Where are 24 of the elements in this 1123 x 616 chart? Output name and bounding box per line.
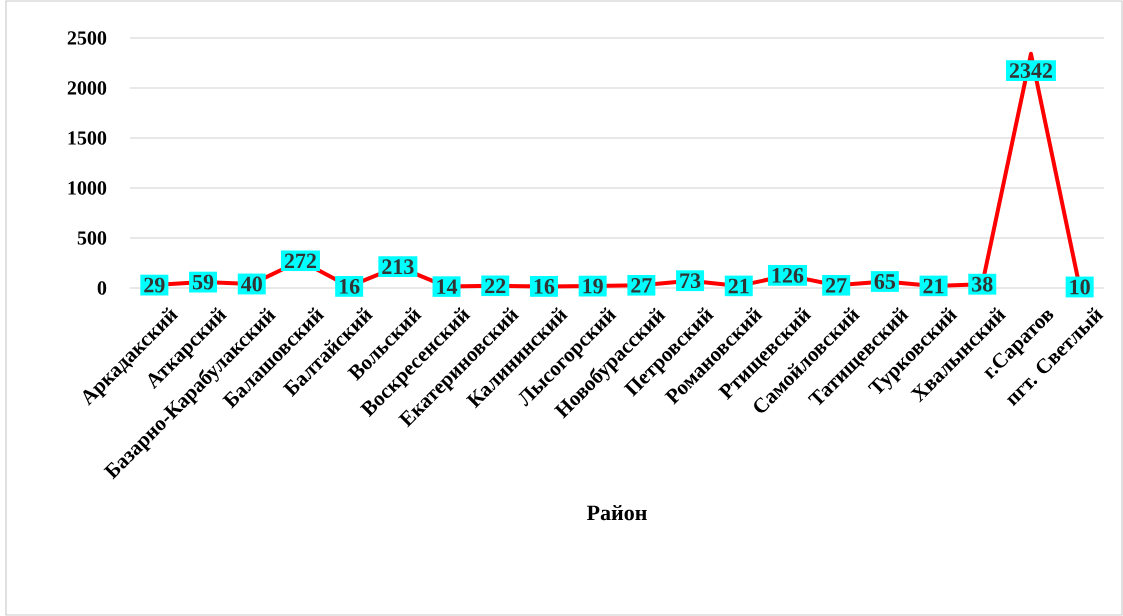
data-label: 38 [972,276,993,292]
y-tick-label: 1000 [68,181,107,195]
data-label: 27 [826,278,847,293]
data-label: 16 [534,279,555,294]
data-label: 2342 [1009,63,1052,78]
x-axis-title: Район [586,504,647,521]
data-label: 10 [1070,279,1090,295]
data-label: 22 [485,278,506,294]
y-tick-label: 2000 [67,81,107,95]
data-label: 21 [923,278,944,294]
data-label: 21 [728,278,749,294]
data-label: 29 [144,277,165,293]
data-label: 73 [680,273,701,289]
data-label: 19 [583,278,603,294]
y-tick-label: 500 [77,231,107,245]
data-label: 59 [192,274,214,290]
data-label: 14 [437,279,458,294]
y-tick-label: 0 [97,281,107,295]
y-tick-label: 2500 [67,31,107,45]
data-label: 16 [339,279,360,294]
data-label: 40 [241,276,262,292]
data-label: 27 [631,278,652,293]
data-label: 65 [874,274,896,289]
y-tick-label: 1500 [68,131,107,145]
